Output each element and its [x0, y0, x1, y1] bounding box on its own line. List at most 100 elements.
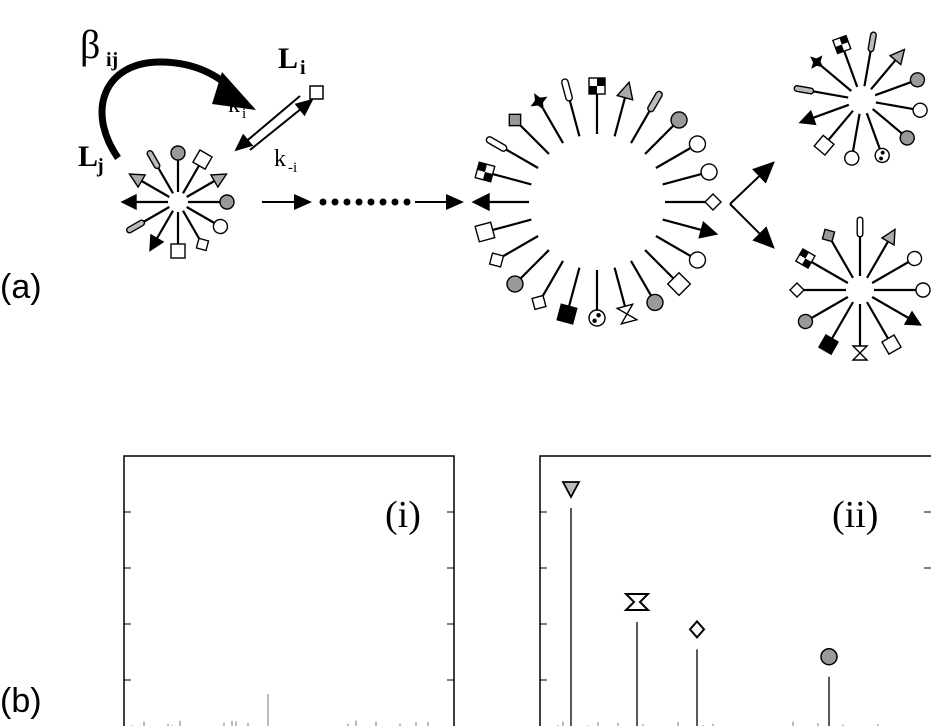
split-arrow-down [729, 203, 775, 249]
tri-black-icon [698, 220, 719, 239]
rod-icon [647, 90, 663, 113]
rod-white-icon [485, 136, 508, 152]
plot-i-peaks [131, 694, 429, 726]
rate-ki-label: k [228, 92, 240, 118]
plot-ii: (ii) [539, 455, 931, 726]
tri-gray-icon [888, 48, 906, 66]
unbinding-arrow [249, 98, 314, 151]
binding-arrow [234, 95, 301, 152]
circle-gray-icon [797, 313, 814, 330]
circle-white-icon [912, 102, 928, 118]
receptor-large [471, 77, 722, 327]
diamond-white-icon [488, 252, 505, 268]
bowtie-icon [851, 345, 869, 361]
receptor-selected-bottom [789, 216, 931, 361]
rate-kmi-subscript: -i [288, 160, 297, 176]
rod-icon [867, 31, 877, 53]
plot-i-ticks [124, 511, 454, 681]
ligand-i-label: L [278, 42, 298, 75]
square-white-icon [666, 271, 692, 297]
circle-white-icon [688, 251, 707, 269]
ligand-j-subscript: j [96, 155, 104, 177]
split-arrow-up [729, 161, 775, 205]
checker-icon [588, 77, 606, 95]
plot-ii-ticks [540, 511, 931, 681]
square-black-icon [817, 334, 840, 356]
circle-dot-icon [874, 147, 890, 164]
rate-ki-subscript: i [242, 106, 246, 122]
square-white-icon [880, 334, 903, 356]
checker-icon [794, 247, 816, 270]
diamond-white-icon [531, 294, 547, 311]
panel-a: (a) β ij L i L j k i k -i [0, 22, 931, 361]
rod-white-icon [856, 216, 864, 238]
checker-icon [831, 34, 852, 55]
tri-gray-icon [128, 173, 147, 189]
tri-gray-icon [615, 80, 634, 101]
plot-i-label: (i) [385, 494, 421, 536]
tri-black-icon [120, 193, 137, 211]
circle-white-icon [212, 218, 229, 235]
circle-gray-icon [670, 111, 688, 129]
triangle-down-icon [561, 481, 581, 499]
square-white-icon [474, 221, 496, 243]
bowtie-icon [623, 593, 651, 611]
ligand-i-square-icon [309, 85, 324, 100]
diamond-white-icon [195, 237, 210, 252]
circle-white-icon [844, 150, 860, 166]
diamond-white-icon [704, 193, 722, 211]
checker-icon [474, 161, 496, 183]
plot-ii-frame [539, 455, 931, 726]
panel-b-label: (b) [0, 682, 42, 720]
circle-gray-icon [170, 145, 186, 161]
diamond-icon [688, 619, 706, 639]
panel-a-label: (a) [0, 268, 42, 306]
diamond-white-icon [789, 282, 805, 298]
bowtie-icon [615, 303, 639, 325]
tri-black-icon [798, 109, 817, 126]
rod-icon [146, 150, 161, 170]
square-white-icon [813, 134, 835, 157]
star-icon [530, 93, 548, 111]
panel-b: (b) (i) (ii) [0, 455, 931, 726]
tri-gray-icon [209, 173, 228, 189]
circle-white-icon [700, 163, 718, 181]
diamond-gray-icon [508, 113, 522, 127]
square-white-icon [191, 149, 214, 171]
beta-arrowhead [212, 72, 256, 110]
square-white-icon [170, 243, 186, 259]
circle-gray-icon [646, 293, 664, 312]
tri-black-icon [149, 233, 165, 252]
ligand-j-label: L [78, 140, 98, 173]
plot-ii-peaks [557, 481, 879, 726]
square-black-icon [556, 303, 578, 325]
rod-icon [793, 85, 815, 95]
circle-white-icon [688, 135, 707, 153]
circle-icon [820, 647, 838, 666]
beta-subscript: ij [106, 49, 118, 71]
circle-white-icon [906, 250, 923, 267]
plot-i: (i) [123, 455, 455, 726]
plot-ii-label: (ii) [832, 494, 878, 536]
rate-kmi-label: k [274, 146, 286, 172]
beta-symbol: β [80, 22, 100, 67]
tri-gray-icon [880, 228, 896, 247]
receptor-selected-top [793, 31, 928, 166]
progress-dots [319, 198, 411, 206]
circle-gray-icon [899, 130, 915, 146]
tri-black-icon [903, 310, 922, 326]
beta-curved-arrow [98, 58, 241, 160]
star-icon [810, 55, 824, 69]
rod-white-icon [561, 78, 573, 102]
diamond-gray-icon [821, 228, 836, 243]
circle-gray-icon [219, 194, 235, 210]
circle-gray-icon [909, 72, 926, 88]
tri-black-icon [471, 192, 490, 212]
circle-white-icon [915, 282, 931, 298]
ligand-i-subscript: i [300, 57, 306, 79]
rod-icon [126, 219, 146, 234]
plot-i-frame [123, 455, 455, 726]
receptor-small [120, 145, 235, 259]
circle-dot-icon [588, 309, 606, 327]
